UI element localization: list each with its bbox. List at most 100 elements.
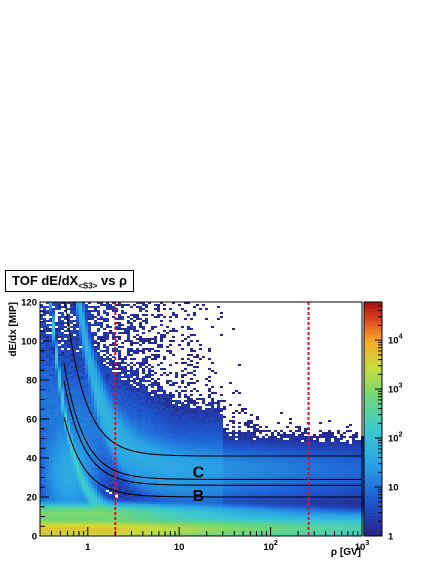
heatmap-cell — [313, 436, 316, 438]
heatmap-cell — [328, 454, 331, 456]
heatmap-cell — [52, 446, 55, 448]
heatmap-cell — [79, 366, 82, 368]
heatmap-cell — [181, 404, 184, 406]
heatmap-cell — [187, 396, 190, 398]
heatmap-cell — [70, 354, 73, 356]
heatmap-cell — [199, 442, 202, 444]
heatmap-cell — [124, 410, 127, 412]
heatmap-cell — [115, 364, 118, 366]
heatmap-cell — [103, 338, 106, 340]
heatmap-cell — [67, 456, 70, 458]
heatmap-cell — [55, 456, 58, 458]
heatmap-cell — [160, 440, 163, 442]
heatmap-cell — [130, 474, 133, 476]
heatmap-cell — [109, 438, 112, 440]
heatmap-cell — [244, 474, 247, 476]
heatmap-cell — [154, 372, 157, 374]
heatmap-cell — [67, 340, 70, 342]
heatmap-cell — [97, 356, 100, 358]
heatmap-cell — [79, 342, 82, 344]
heatmap-cell — [109, 464, 112, 466]
heatmap-cell — [148, 450, 151, 452]
heatmap-cell — [157, 456, 160, 458]
heatmap-cell — [148, 444, 151, 446]
heatmap-cell — [106, 390, 109, 392]
heatmap-cell — [118, 358, 121, 360]
heatmap-cell — [46, 336, 49, 338]
heatmap-cell — [130, 454, 133, 456]
heatmap-cell — [85, 468, 88, 470]
heatmap-cell — [142, 406, 145, 408]
heatmap-cell — [103, 468, 106, 470]
heatmap-cell — [52, 364, 55, 366]
heatmap-cell — [46, 420, 49, 422]
heatmap-cell — [115, 390, 118, 392]
heatmap-cell — [298, 466, 301, 468]
heatmap-cell — [271, 464, 274, 466]
heatmap-cell — [133, 464, 136, 466]
heatmap-cell — [211, 430, 214, 432]
heatmap-cell — [151, 386, 154, 388]
heatmap-cell — [52, 320, 55, 322]
heatmap-cell — [46, 406, 49, 408]
heatmap-cell — [160, 418, 163, 420]
heatmap-cell — [142, 396, 145, 398]
heatmap-cell — [184, 440, 187, 442]
heatmap-cell — [274, 448, 277, 450]
heatmap-cell — [91, 376, 94, 378]
heatmap-cell — [70, 410, 73, 412]
heatmap-cell — [67, 378, 70, 380]
heatmap-cell — [85, 338, 88, 340]
heatmap-cell — [355, 448, 358, 450]
heatmap-cell — [157, 416, 160, 418]
heatmap-cell — [43, 412, 46, 414]
heatmap-cell — [94, 430, 97, 432]
heatmap-cell — [145, 322, 148, 324]
heatmap-cell — [82, 448, 85, 450]
heatmap-cell — [298, 462, 301, 464]
heatmap-cell — [133, 314, 136, 316]
heatmap-cell — [103, 448, 106, 450]
heatmap-cell — [106, 406, 109, 408]
heatmap-cell — [184, 408, 187, 410]
heatmap-cell — [205, 446, 208, 448]
heatmap-cell — [337, 448, 340, 450]
heatmap-cell — [169, 470, 172, 472]
heatmap-cell — [169, 420, 172, 422]
heatmap-cell — [142, 432, 145, 434]
heatmap-cell — [340, 446, 343, 448]
heatmap-cell — [139, 344, 142, 346]
heatmap-cell — [163, 368, 166, 370]
heatmap-cell — [73, 366, 76, 368]
heatmap-cell — [100, 304, 103, 306]
heatmap-cell — [172, 302, 175, 304]
heatmap-cell — [274, 440, 277, 442]
heatmap-cell — [97, 444, 100, 446]
heatmap-cell — [175, 464, 178, 466]
heatmap-cell — [40, 446, 43, 448]
heatmap-cell — [310, 472, 313, 474]
heatmap-cell — [91, 374, 94, 376]
heatmap-cell — [235, 466, 238, 468]
heatmap-cell — [346, 452, 349, 454]
heatmap-cell — [202, 424, 205, 426]
heatmap-cell — [298, 450, 301, 452]
heatmap-cell — [88, 424, 91, 426]
heatmap-cell — [118, 434, 121, 436]
heatmap-cell — [49, 368, 52, 370]
heatmap-cell — [61, 344, 64, 346]
heatmap-cell — [58, 414, 61, 416]
heatmap-cell — [325, 468, 328, 470]
heatmap-cell — [58, 386, 61, 388]
heatmap-cell — [97, 410, 100, 412]
heatmap-cell — [202, 472, 205, 474]
heatmap-cell — [94, 450, 97, 452]
heatmap-cell — [157, 402, 160, 404]
heatmap-cell — [145, 402, 148, 404]
heatmap-cell — [157, 422, 160, 424]
heatmap-cell — [61, 452, 64, 454]
heatmap-cell — [337, 472, 340, 474]
heatmap-cell — [145, 320, 148, 322]
heatmap-cell — [52, 376, 55, 378]
heatmap-cell — [88, 416, 91, 418]
